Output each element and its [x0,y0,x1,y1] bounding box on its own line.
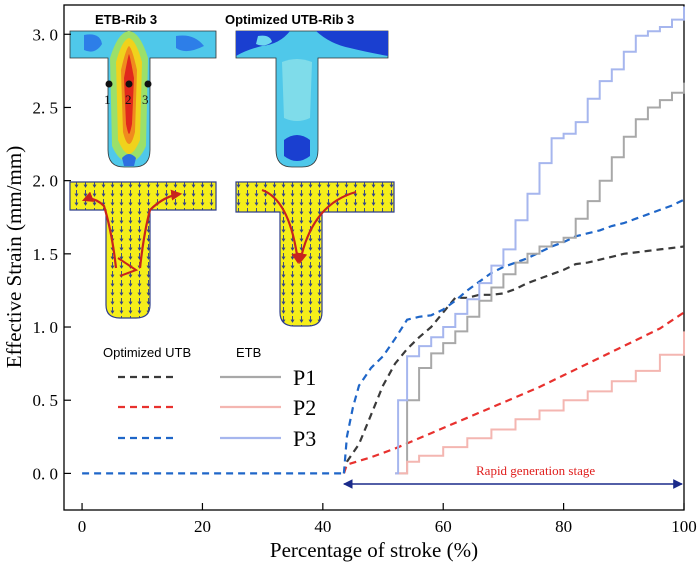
sample-point-label-1: 1 [104,92,111,107]
sample-point-1 [105,80,113,88]
series-etb-p2 [395,331,685,475]
series-optimized-utb-p1 [342,245,685,474]
legend: Optimized UTB ETB P1 P2 P3 [103,345,316,451]
y-tick-label: 1. 5 [33,245,59,264]
inset-title-utb: Optimized UTB-Rib 3 [225,12,354,27]
y-tick-label: 2. 0 [33,172,59,191]
annotation-rapid-stage: Rapid generation stage [342,463,683,489]
x-tick-label: 20 [194,517,211,536]
inset-vector-etb [69,181,217,319]
inset-contour-etb [69,30,217,168]
inset-sample-points: 1 2 3 [104,80,152,107]
series-optimized-utb-p2 [342,311,685,474]
inset-vector-utb [235,181,395,327]
sample-point-label-2: 2 [125,92,132,107]
x-tick-label: 40 [314,517,331,536]
legend-label-p1: P1 [293,365,316,390]
sample-point-2 [125,80,133,88]
series-optimized-utb-p3 [342,198,685,474]
x-tick-label: 80 [555,517,572,536]
x-tick-label: 100 [671,517,697,536]
sample-point-3 [144,80,152,88]
series-etb-p3 [395,6,685,475]
legend-header-optimized: Optimized UTB [103,345,191,360]
sample-point-label-3: 3 [142,92,149,107]
legend-label-p3: P3 [293,426,316,451]
y-axis-title: Effective Strain (mm/mm) [2,146,26,368]
series-etb-p1 [395,82,685,475]
x-tick-label: 0 [78,517,87,536]
series-group [82,6,685,475]
x-axis-title: Percentage of stroke (%) [270,538,478,562]
annotation-label: Rapid generation stage [476,463,595,478]
plot-frame [63,4,685,511]
inset-contour-utb [235,30,389,168]
inset-title-etb: ETB-Rib 3 [95,12,157,27]
legend-header-etb: ETB [236,345,261,360]
y-tick-label: 1. 0 [33,318,59,337]
y-tick-label: 0. 0 [33,464,59,483]
y-tick-label: 0. 5 [33,391,59,410]
legend-label-p2: P2 [293,395,316,420]
axis-ticks: 0 20 40 60 80 100 0. 0 0. 5 1. 0 1. 5 2. 0 2. 5 3. 0 [33,25,697,536]
y-tick-label: 2. 5 [33,98,59,117]
x-tick-label: 60 [435,517,452,536]
y-tick-label: 3. 0 [33,25,59,44]
